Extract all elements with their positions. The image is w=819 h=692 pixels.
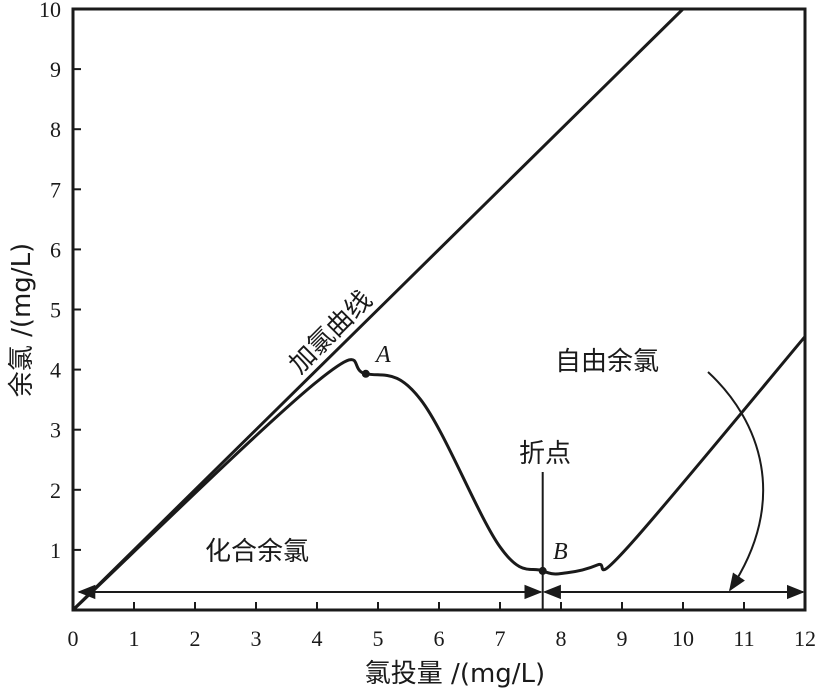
plot-frame <box>71 7 807 612</box>
chart-annotations <box>77 369 805 610</box>
x-tick-label: 2 <box>190 626 201 651</box>
point-a-marker <box>361 369 370 378</box>
x-tick-label: 6 <box>434 626 445 651</box>
x-tick-label: 9 <box>617 626 628 651</box>
y-tick-label: 5 <box>50 298 61 323</box>
x-tick-label: 5 <box>373 626 384 651</box>
x-tick-label: 7 <box>495 626 506 651</box>
point-a-label: A <box>374 342 391 368</box>
x-tick-label: 4 <box>312 626 323 651</box>
x-tick-label: 1 <box>129 626 140 651</box>
y-axis-label: 余氯 /(mg/L) <box>7 243 37 397</box>
residual-chlorine-curve <box>71 335 807 612</box>
x-tick-label: 8 <box>556 626 567 651</box>
x-tick-label: 10 <box>672 626 694 651</box>
y-tick-label: 6 <box>50 237 61 262</box>
axis-ticks <box>72 8 806 610</box>
y-tick-label: 3 <box>50 418 61 443</box>
x-tick-label: 0 <box>68 626 79 651</box>
free-chlorine-label: 自由余氯 <box>555 347 659 377</box>
chart-series <box>71 7 807 612</box>
x-tick-label: 3 <box>251 626 262 651</box>
y-tick-label: 1 <box>50 538 61 563</box>
x-tick-label: 11 <box>733 626 754 651</box>
breakpoint-label: 折点 <box>519 439 571 469</box>
chlorine-dosing-line <box>71 7 685 612</box>
y-tick-label: 7 <box>50 177 61 202</box>
combined-chlorine-label: 化合余氯 <box>205 537 309 567</box>
y-tick-label: 9 <box>50 57 61 82</box>
point-b-label: B <box>553 539 568 565</box>
y-tick-label: 10 <box>39 0 61 22</box>
free-chlorine-pointer <box>707 371 765 592</box>
curve-label: 加氯曲线 <box>284 285 379 380</box>
x-axis-label: 氯投量 /(mg/L) <box>365 659 545 689</box>
y-tick-label: 8 <box>50 117 61 142</box>
y-tick-label: 2 <box>50 478 61 503</box>
x-tick-label: 12 <box>794 626 816 651</box>
y-tick-label: 4 <box>50 358 61 383</box>
